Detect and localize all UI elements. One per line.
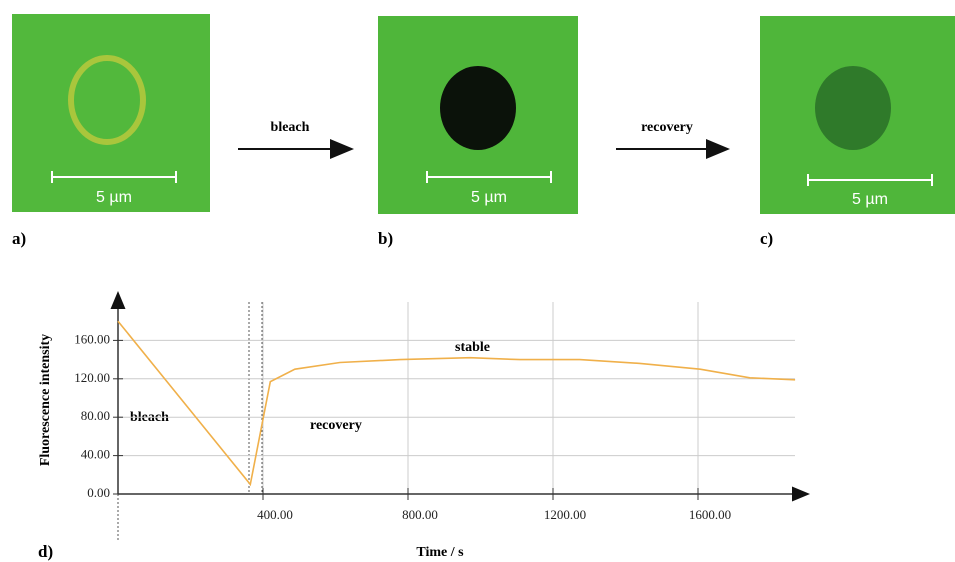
x-axis-label: Time / s — [416, 545, 464, 560]
y-tick-label: 160.00 — [74, 331, 110, 346]
annotation: stable — [455, 340, 490, 355]
recovered-spot — [815, 66, 891, 150]
ring — [68, 55, 146, 145]
y-tick-label: 80.00 — [81, 408, 110, 423]
annotation: bleach — [130, 410, 169, 425]
arrow-label: recovery — [641, 120, 693, 135]
arrow-label: bleach — [271, 120, 310, 135]
panel-label: a) — [12, 229, 26, 248]
scale-bars — [51, 171, 933, 186]
x-tick-label: 1600.00 — [689, 507, 731, 522]
y-tick-label: 120.00 — [74, 370, 110, 385]
bleached-spot — [440, 66, 516, 150]
annotation: recovery — [310, 418, 362, 433]
x-tick-label: 1200.00 — [544, 507, 586, 522]
scale-label: 5 µm — [852, 191, 888, 208]
y-tick-label: 40.00 — [81, 447, 110, 462]
data-line — [117, 320, 796, 487]
x-tick-label: 400.00 — [257, 507, 293, 522]
x-tick-label: 800.00 — [402, 507, 438, 522]
y-tick-label: 0.00 — [87, 485, 110, 500]
micrograph — [12, 14, 210, 212]
y-axis-label: Fluorescence intensity — [38, 334, 53, 466]
scale-label: 5 µm — [96, 189, 132, 206]
panel-label: c) — [760, 229, 773, 248]
scale-label: 5 µm — [471, 189, 507, 206]
panel-label: d) — [38, 542, 53, 561]
panel-label: b) — [378, 229, 393, 248]
